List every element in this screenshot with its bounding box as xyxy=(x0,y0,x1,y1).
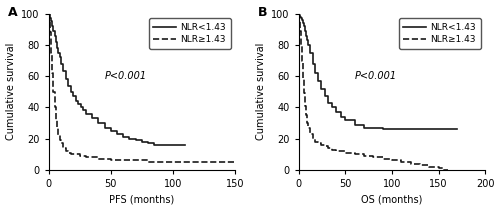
Y-axis label: Cumulative survival: Cumulative survival xyxy=(6,43,16,140)
X-axis label: PFS (months): PFS (months) xyxy=(109,194,174,205)
Legend: NLR<1.43, NLR≥1.43: NLR<1.43, NLR≥1.43 xyxy=(399,18,480,49)
Y-axis label: Cumulative survival: Cumulative survival xyxy=(256,43,266,140)
Text: B: B xyxy=(258,6,267,19)
Text: P<0.001: P<0.001 xyxy=(354,71,397,81)
Legend: NLR<1.43, NLR≥1.43: NLR<1.43, NLR≥1.43 xyxy=(149,18,230,49)
Text: P<0.001: P<0.001 xyxy=(104,71,146,81)
X-axis label: OS (months): OS (months) xyxy=(361,194,422,205)
Text: A: A xyxy=(8,6,17,19)
